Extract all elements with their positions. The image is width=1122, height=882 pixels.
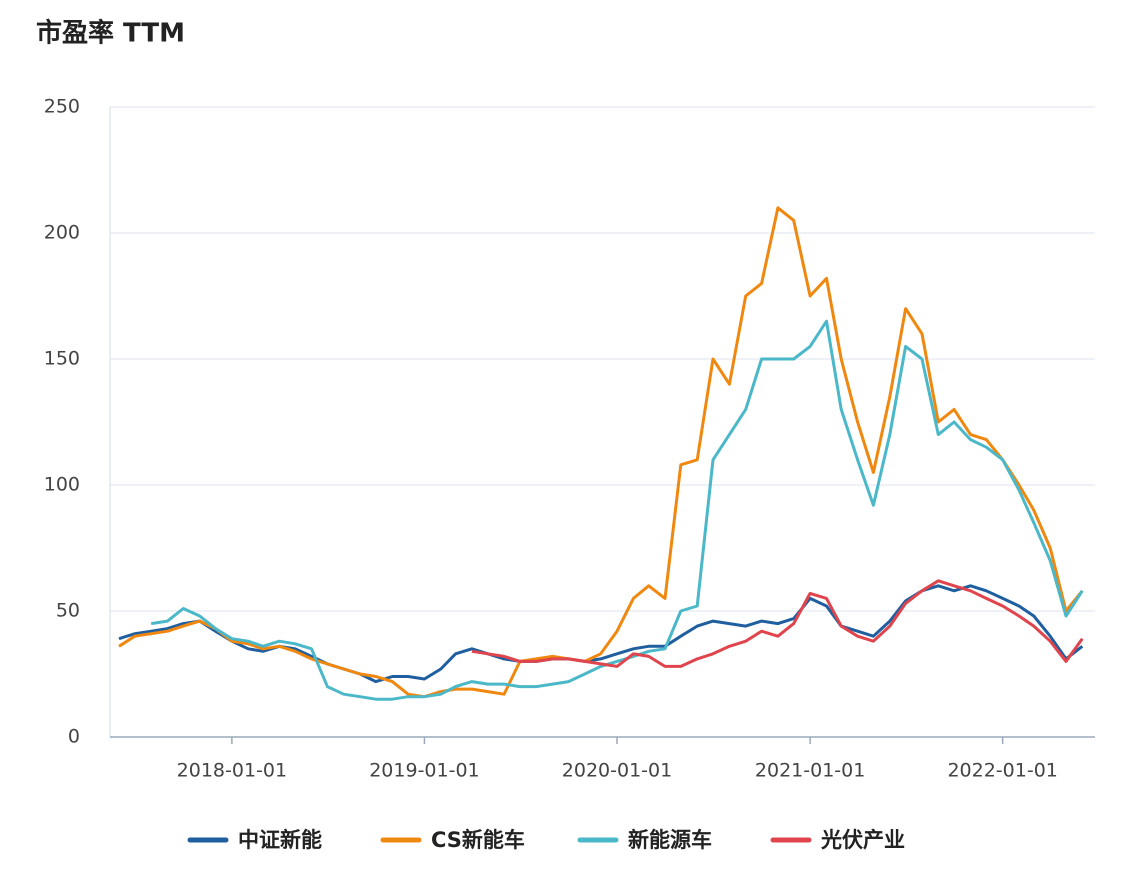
y-tick-label: 200 bbox=[44, 222, 80, 244]
series-line bbox=[150, 319, 1084, 701]
legend-label: 新能源车 bbox=[628, 828, 712, 852]
x-tick-label: 2021-01-01 bbox=[755, 760, 865, 782]
x-tick-label: 2020-01-01 bbox=[562, 760, 672, 782]
y-tick-label: 0 bbox=[68, 726, 80, 748]
legend-label: 光伏产业 bbox=[820, 828, 905, 852]
x-tick-label: 2022-01-01 bbox=[947, 760, 1057, 782]
y-tick-label: 50 bbox=[56, 600, 80, 622]
y-tick-label: 150 bbox=[44, 348, 80, 370]
x-tick-label: 2019-01-01 bbox=[369, 760, 479, 782]
y-tick-label: 100 bbox=[44, 474, 80, 496]
series-line bbox=[471, 579, 1084, 668]
y-tick-label: 250 bbox=[44, 96, 80, 118]
legend-label: CS新能车 bbox=[431, 828, 525, 852]
series-line bbox=[118, 206, 1084, 699]
x-tick-label: 2018-01-01 bbox=[177, 760, 287, 782]
legend-label: 中证新能 bbox=[238, 828, 322, 852]
chart-title: 市盈率 TTM bbox=[36, 18, 185, 49]
